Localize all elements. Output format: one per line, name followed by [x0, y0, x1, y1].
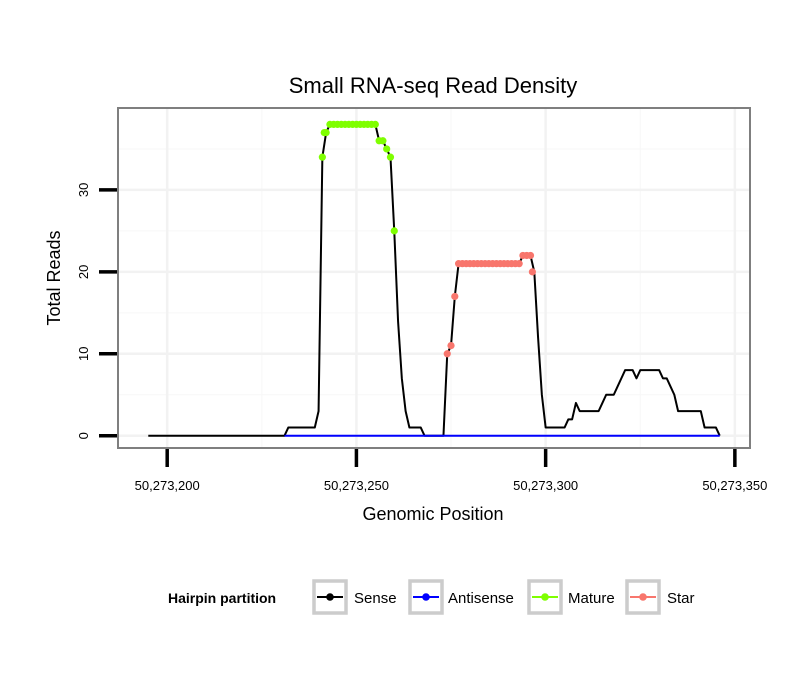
y-axis-title: Total Reads — [44, 230, 64, 325]
legend-title: Hairpin partition — [168, 590, 276, 606]
y-tick-label: 0 — [76, 432, 91, 439]
data-point-mature — [379, 137, 387, 145]
data-point-star — [443, 350, 451, 358]
data-point-star — [526, 251, 535, 260]
data-point-mature — [390, 227, 398, 235]
x-tick-label: 50,273,250 — [324, 478, 389, 493]
plot-area — [117, 107, 751, 449]
legend-label-sense: Sense — [354, 590, 397, 607]
y-axis: 0 10 20 30 — [76, 183, 117, 439]
data-point-mature — [371, 120, 379, 128]
chart-title: Small RNA-seq Read Density — [289, 73, 578, 98]
data-point-star — [451, 292, 459, 301]
plot-border — [117, 107, 751, 449]
legend-label-mature: Mature — [568, 590, 615, 607]
legend-key-point-sense — [326, 593, 334, 601]
data-point-star — [528, 268, 537, 276]
data-point-mature — [386, 153, 395, 161]
x-axis-title: Genomic Position — [362, 504, 503, 524]
data-point-mature — [383, 145, 391, 153]
data-point-mature — [322, 128, 330, 137]
x-tick-label: 50,273,300 — [513, 478, 578, 493]
x-tick-label: 50,273,200 — [135, 478, 200, 493]
y-tick-label: 20 — [76, 265, 91, 279]
plot-background — [118, 108, 750, 448]
data-point-star — [515, 260, 523, 268]
series-points — [318, 120, 537, 358]
legend-label-antisense: Antisense — [448, 590, 514, 607]
y-tick-label: 30 — [76, 183, 91, 197]
legend: Hairpin partition Sense Antisense Mature St… — [168, 579, 695, 615]
legend-label-star: Star — [667, 590, 695, 607]
x-tick-label: 50,273,350 — [702, 478, 767, 493]
legend-key-point-antisense — [422, 593, 430, 601]
x-axis: 50,273,200 50,273,250 50,273,300 50,273,350 — [135, 449, 767, 493]
y-tick-label: 10 — [76, 347, 91, 361]
legend-key-point-mature — [541, 593, 549, 601]
legend-key-point-star — [639, 593, 647, 601]
data-point-mature — [318, 153, 326, 161]
data-point-star — [447, 341, 455, 350]
